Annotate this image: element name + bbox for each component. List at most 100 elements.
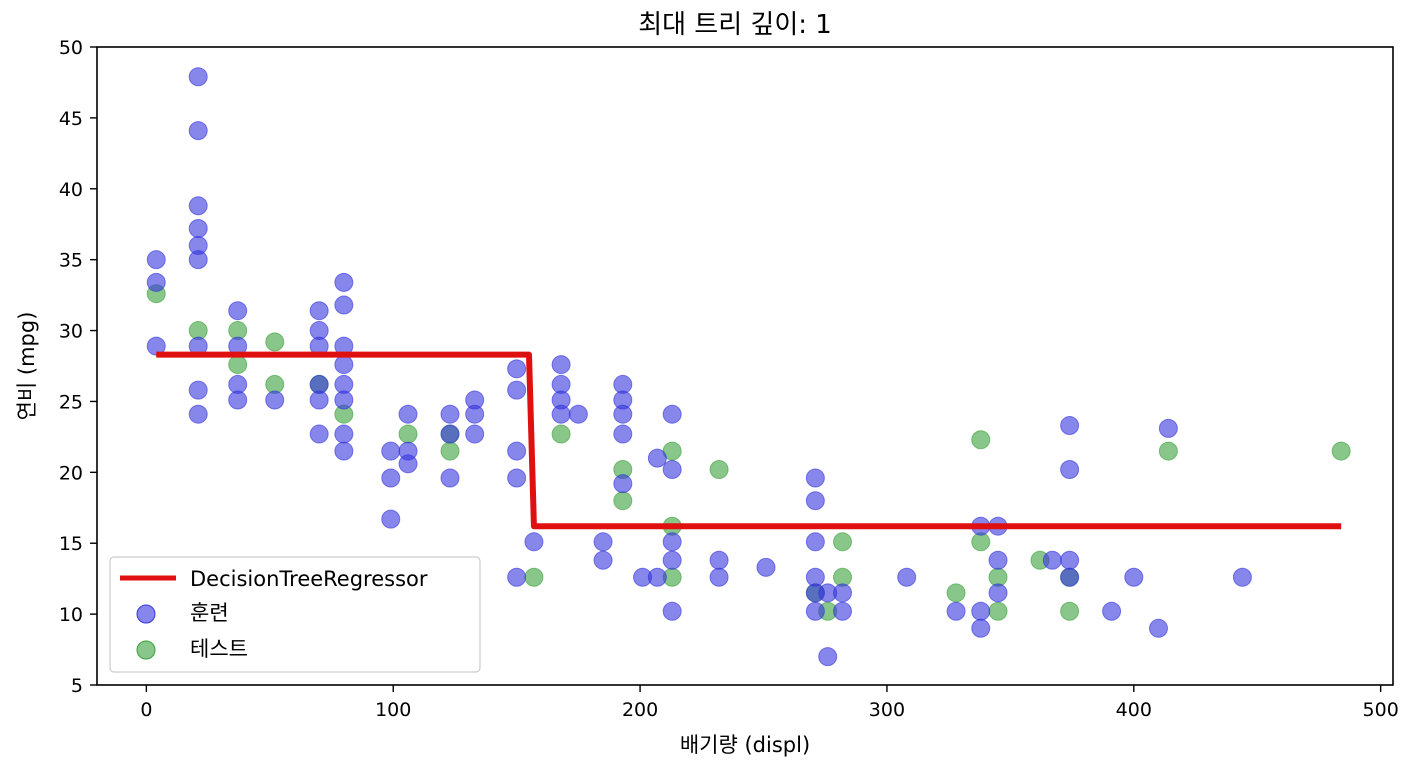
train-point	[146, 272, 166, 292]
train-point	[524, 532, 544, 552]
train-point	[334, 424, 354, 444]
train-point	[334, 272, 354, 292]
train-point	[946, 601, 966, 621]
plot-area-frame	[96, 46, 1394, 686]
train-point	[188, 218, 208, 238]
train-point	[381, 441, 401, 461]
train-point	[593, 532, 613, 552]
train-point	[971, 601, 991, 621]
legend-box	[109, 556, 481, 673]
train-point	[507, 468, 527, 488]
train-point	[1148, 618, 1168, 638]
train-point	[1060, 550, 1080, 570]
train-point	[988, 550, 1008, 570]
train-point	[309, 301, 329, 321]
train-point	[507, 567, 527, 587]
train-point	[662, 532, 682, 552]
train-point	[334, 295, 354, 315]
train-point	[1102, 601, 1122, 621]
y-tick-label: 45	[59, 108, 83, 130]
train-point	[551, 404, 571, 424]
train-point	[709, 550, 729, 570]
test-point	[613, 491, 633, 511]
train-point	[465, 404, 485, 424]
test-point	[988, 601, 1008, 621]
x-tick-label: 500	[1363, 699, 1399, 721]
train-point	[593, 550, 613, 570]
legend-test-swatch	[136, 640, 156, 660]
train-point	[188, 67, 208, 87]
y-tick-label: 15	[59, 533, 83, 555]
train-point	[805, 468, 825, 488]
chart-title: 최대 트리 깊이: 1	[638, 10, 832, 40]
x-axis: 0 100 200 300 400 500	[140, 685, 1399, 721]
x-tick-label: 400	[1116, 699, 1152, 721]
train-points-layer	[146, 67, 1252, 667]
test-point	[833, 532, 853, 552]
legend-train-swatch	[136, 604, 156, 624]
train-point	[228, 390, 248, 410]
regression-line-layer	[156, 351, 1342, 530]
train-point	[188, 121, 208, 141]
y-tick-label: 50	[59, 37, 83, 59]
train-point	[756, 557, 776, 577]
train-point	[188, 404, 208, 424]
train-point	[265, 390, 285, 410]
train-point	[507, 359, 527, 379]
train-point	[897, 567, 917, 587]
train-point	[440, 468, 460, 488]
train-point	[647, 448, 667, 468]
train-point	[971, 618, 991, 638]
train-point	[805, 532, 825, 552]
train-point	[551, 355, 571, 375]
x-axis-label: 배기량 (displ)	[680, 733, 810, 757]
train-point	[568, 404, 588, 424]
train-point	[440, 424, 460, 444]
train-point	[381, 468, 401, 488]
train-point	[988, 583, 1008, 603]
train-point	[440, 404, 460, 424]
y-tick-label: 5	[71, 675, 83, 697]
legend-label-regressor: DecisionTreeRegressor	[190, 567, 428, 591]
train-point	[146, 250, 166, 270]
train-point	[1232, 567, 1252, 587]
train-point	[188, 196, 208, 216]
legend-label-train: 훈련	[190, 601, 229, 625]
legend-label-test: 테스트	[190, 637, 248, 661]
legend: DecisionTreeRegressor 훈련 테스트	[109, 556, 481, 673]
regression-line	[156, 351, 1342, 530]
y-tick-label: 25	[59, 391, 83, 413]
test-point	[1158, 441, 1178, 461]
test-point	[265, 332, 285, 352]
train-point	[334, 390, 354, 410]
y-tick-label: 30	[59, 321, 83, 343]
train-point	[398, 454, 418, 474]
train-point	[507, 441, 527, 461]
train-point	[1124, 567, 1144, 587]
train-point	[188, 380, 208, 400]
train-point	[613, 404, 633, 424]
train-point	[334, 355, 354, 375]
train-point	[1060, 459, 1080, 479]
train-point	[398, 404, 418, 424]
test-point	[228, 355, 248, 375]
train-point	[1060, 416, 1080, 436]
y-tick-label: 10	[59, 604, 83, 626]
train-point	[228, 301, 248, 321]
train-point	[662, 550, 682, 570]
test-point	[1060, 601, 1080, 621]
train-point	[613, 424, 633, 444]
test-point	[398, 424, 418, 444]
train-point	[805, 491, 825, 511]
train-point	[833, 583, 853, 603]
train-point	[662, 404, 682, 424]
y-tick-label: 20	[59, 462, 83, 484]
test-point	[440, 441, 460, 461]
train-point	[465, 424, 485, 444]
x-tick-label: 300	[869, 699, 905, 721]
train-point	[647, 567, 667, 587]
test-point	[1331, 441, 1351, 461]
y-tick-label: 35	[59, 250, 83, 272]
x-tick-label: 100	[375, 699, 411, 721]
